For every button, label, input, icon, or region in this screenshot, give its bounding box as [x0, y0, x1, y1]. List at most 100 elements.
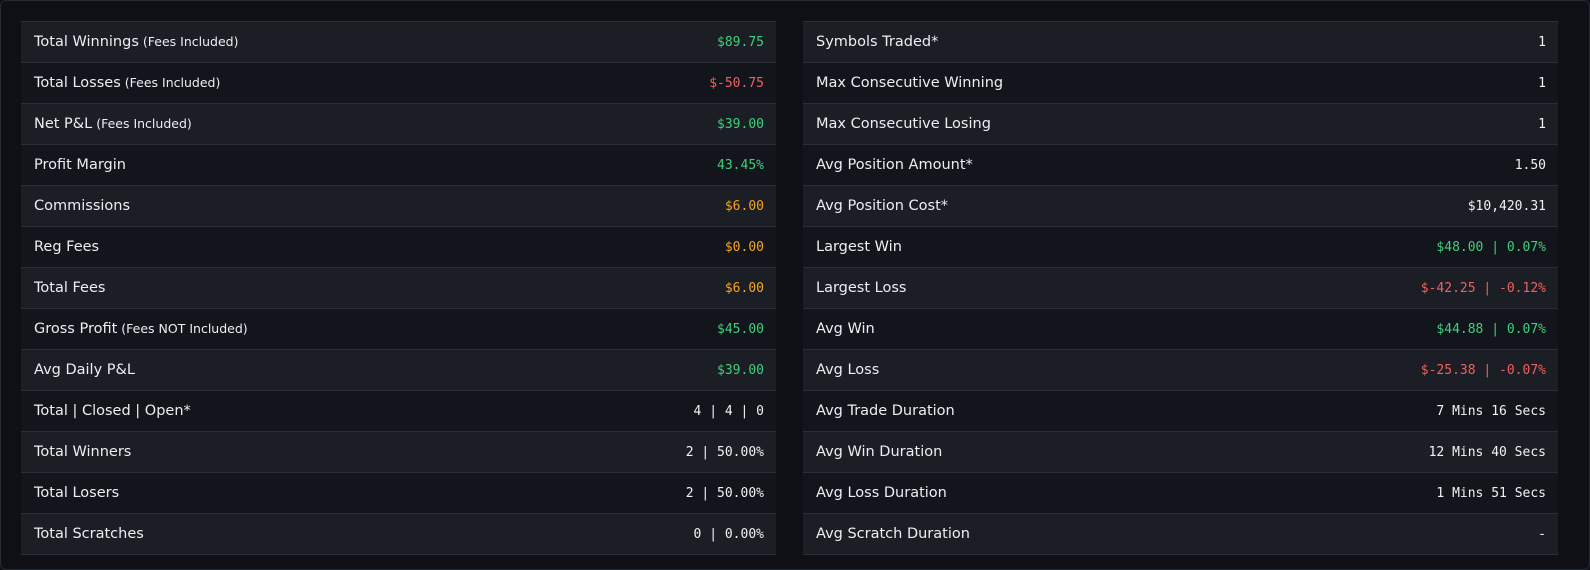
stat-label-group: Net P&L (Fees Included) — [34, 116, 192, 132]
stat-value: $48.00 | 0.07% — [1436, 239, 1546, 255]
stat-label: Avg Position Cost* — [816, 198, 949, 214]
stat-row: Reg Fees $0.00 — [21, 227, 776, 268]
stat-label-group: Max Consecutive Losing — [816, 116, 991, 132]
stat-label-group: Avg Position Cost* — [816, 198, 948, 214]
stat-value: 0 | 0.00% — [693, 526, 764, 542]
stat-value: $6.00 — [724, 280, 764, 296]
stat-label-group: Avg Loss Duration — [816, 485, 947, 501]
stat-label: Avg Loss — [816, 362, 880, 378]
stat-row: Avg Trade Duration 7 Mins 16 Secs — [803, 391, 1558, 432]
stat-label-group: Total Winnings (Fees Included) — [34, 34, 238, 50]
stat-value: 2 | 50.00% — [685, 444, 764, 460]
stat-note: (Fees Included) — [124, 75, 221, 90]
stat-value: 12 Mins 40 Secs — [1428, 444, 1546, 460]
stat-value: $0.00 — [724, 239, 764, 255]
stats-panel: Symbols Traded* 1 Max Consecutive Winning 1… — [803, 21, 1558, 555]
stat-value: $-25.38 | -0.07% — [1420, 362, 1546, 378]
stat-label-group: Reg Fees — [34, 239, 99, 255]
stat-label: Profit Margin — [34, 157, 126, 173]
stat-label-group: Commissions — [34, 198, 130, 214]
stat-row: Total Winners 2 | 50.00% — [21, 432, 776, 473]
stat-value: $89.75 — [717, 34, 764, 50]
stat-label: Net P&L — [34, 116, 93, 132]
stat-row: Avg Position Cost* $10,420.31 — [803, 186, 1558, 227]
stat-label: Commissions — [34, 198, 131, 214]
stat-value: 43.45% — [717, 157, 764, 173]
stat-label: Max Consecutive Winning — [816, 75, 1004, 91]
stat-label-group: Avg Trade Duration — [816, 403, 955, 419]
stat-label-group: Avg Win — [816, 321, 875, 337]
stat-label-group: Avg Scratch Duration — [816, 526, 970, 542]
stat-label: Largest Win — [816, 239, 902, 255]
stat-label: Gross Profit — [34, 321, 118, 337]
stat-value: 7 Mins 16 Secs — [1436, 403, 1546, 419]
stat-row: Total Winnings (Fees Included) $89.75 — [21, 22, 776, 63]
stat-note: (Fees NOT Included) — [121, 321, 248, 336]
stat-value: $-42.25 | -0.12% — [1420, 280, 1546, 296]
stat-label-group: Largest Loss — [816, 280, 906, 296]
stat-row: Total Losers 2 | 50.00% — [21, 473, 776, 514]
stat-label: Total Fees — [34, 280, 106, 296]
stat-value: $6.00 — [724, 198, 764, 214]
stat-note: (Fees Included) — [142, 34, 239, 49]
stat-row: Largest Win $48.00 | 0.07% — [803, 227, 1558, 268]
stat-label: Total | Closed | Open* — [34, 403, 191, 419]
stat-label: Max Consecutive Losing — [816, 116, 991, 132]
stat-row: Total Losses (Fees Included) $-50.75 — [21, 63, 776, 104]
stat-label-group: Profit Margin — [34, 157, 126, 173]
stat-label: Largest Loss — [816, 280, 907, 296]
stat-label-group: Largest Win — [816, 239, 902, 255]
stat-label-group: Total | Closed | Open* — [34, 403, 191, 419]
stat-label-group: Total Scratches — [34, 526, 144, 542]
stat-value: $45.00 — [717, 321, 764, 337]
stat-row: Largest Loss $-42.25 | -0.12% — [803, 268, 1558, 309]
stat-label-group: Avg Loss — [816, 362, 879, 378]
stat-row: Avg Win $44.88 | 0.07% — [803, 309, 1558, 350]
stat-row: Avg Scratch Duration - — [803, 514, 1558, 555]
stat-row: Gross Profit (Fees NOT Included) $45.00 — [21, 309, 776, 350]
stat-label: Avg Scratch Duration — [816, 526, 970, 542]
stat-row: Max Consecutive Losing 1 — [803, 104, 1558, 145]
stat-label-group: Avg Daily P&L — [34, 362, 135, 378]
stat-value: $-50.75 — [709, 75, 764, 91]
stat-value: 1 — [1538, 34, 1546, 50]
stat-label-group: Avg Win Duration — [816, 444, 942, 460]
stat-label-group: Total Winners — [34, 444, 131, 460]
stat-value: 2 | 50.00% — [685, 485, 764, 501]
stat-label: Total Scratches — [34, 526, 144, 542]
stat-value: 1 — [1538, 116, 1546, 132]
stat-row: Total Fees $6.00 — [21, 268, 776, 309]
stats-panel: Total Winnings (Fees Included) $89.75 Total… — [21, 21, 776, 555]
stat-label: Reg Fees — [34, 239, 100, 255]
stat-label: Total Losers — [34, 485, 120, 501]
stat-row: Total | Closed | Open* 4 | 4 | 0 — [21, 391, 776, 432]
stat-label: Avg Trade Duration — [816, 403, 955, 419]
stat-label-group: Total Fees — [34, 280, 105, 296]
stat-row: Avg Position Amount* 1.50 — [803, 145, 1558, 186]
stat-value: $39.00 — [717, 116, 764, 132]
stat-label: Avg Daily P&L — [34, 362, 135, 378]
stat-row: Avg Loss $-25.38 | -0.07% — [803, 350, 1558, 391]
stat-row: Symbols Traded* 1 — [803, 22, 1558, 63]
stat-value: $39.00 — [717, 362, 764, 378]
stat-row: Net P&L (Fees Included) $39.00 — [21, 104, 776, 145]
stat-label: Avg Win — [816, 321, 875, 337]
stat-label: Total Losses — [34, 75, 121, 91]
stat-label: Total Winnings — [34, 34, 139, 50]
stat-row: Commissions $6.00 — [21, 186, 776, 227]
stat-label-group: Total Losses (Fees Included) — [34, 75, 220, 91]
stat-label-group: Avg Position Amount* — [816, 157, 973, 173]
stat-label: Avg Win Duration — [816, 444, 943, 460]
stat-row: Profit Margin 43.45% — [21, 145, 776, 186]
stat-row: Max Consecutive Winning 1 — [803, 63, 1558, 104]
stat-value: $10,420.31 — [1467, 198, 1546, 214]
stat-value: $44.88 | 0.07% — [1436, 321, 1546, 337]
stat-label-group: Total Losers — [34, 485, 119, 501]
stat-row: Total Scratches 0 | 0.00% — [21, 514, 776, 555]
stat-label: Symbols Traded* — [816, 34, 939, 50]
stat-value: 1 Mins 51 Secs — [1436, 485, 1546, 501]
stat-label-group: Gross Profit (Fees NOT Included) — [34, 321, 248, 337]
stat-label: Avg Position Amount* — [816, 157, 973, 173]
